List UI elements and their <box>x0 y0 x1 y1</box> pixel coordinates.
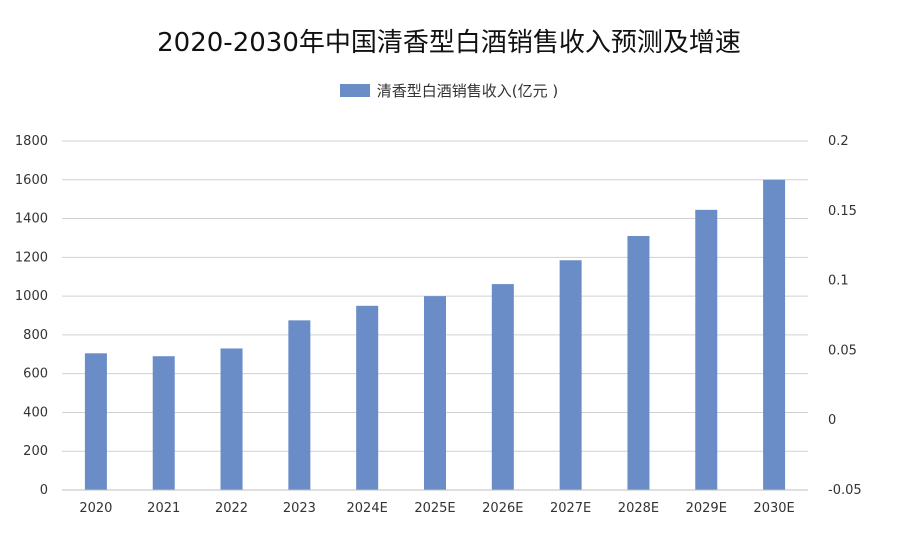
x-tick-label: 2021 <box>147 501 180 516</box>
chart-title: 2020-2030年中国清香型白酒销售收入预测及增速 <box>157 28 741 58</box>
bar-2024E <box>356 305 379 490</box>
x-tick-label: 2030E <box>753 501 794 516</box>
y2-tick-label: 0.1 <box>828 274 849 289</box>
x-tick-label: 2022 <box>215 501 248 516</box>
legend-swatch <box>339 84 370 97</box>
x-tick-label: 2023 <box>283 501 316 516</box>
y2-tick-label: 0.2 <box>828 134 849 149</box>
legend-label: 清香型白酒销售收入(亿元 ) <box>376 82 559 100</box>
bar-2027E <box>559 260 582 490</box>
bar-2021 <box>152 356 175 490</box>
y-tick-label: 1800 <box>15 134 48 149</box>
x-tick-label: 2025E <box>414 501 455 516</box>
bar-2020 <box>84 353 107 490</box>
y-tick-label: 1600 <box>15 173 48 188</box>
y2-tick-label: 0.15 <box>828 204 857 219</box>
y-tick-label: 600 <box>23 367 48 382</box>
x-tick-label: 2020 <box>79 501 112 516</box>
bar-2022 <box>220 348 243 490</box>
y2-tick-label: 0 <box>828 413 836 428</box>
y-tick-label: 1400 <box>15 212 48 227</box>
x-tick-label: 2027E <box>550 501 591 516</box>
legend: 清香型白酒销售收入(亿元 ) <box>0 80 898 101</box>
tick-labels: 0 200 400 600 800 1000 1200 1400 1600 1800 -0.05 0 0… <box>15 134 862 516</box>
y-tick-label: 1000 <box>15 289 48 304</box>
x-tick-label: 2029E <box>686 501 727 516</box>
x-tick-label: 2024E <box>347 501 388 516</box>
y-tick-label: 200 <box>23 444 48 459</box>
y2-tick-label: 0.05 <box>828 343 857 358</box>
bar-2028E <box>627 236 650 490</box>
x-tick-label: 2028E <box>618 501 659 516</box>
x-tick-label: 2026E <box>482 501 523 516</box>
bars <box>84 179 786 490</box>
y-tick-label: 800 <box>23 328 48 343</box>
bar-2029E <box>695 209 718 490</box>
bar-2026E <box>491 284 514 490</box>
y-tick-label: 1200 <box>15 250 48 265</box>
bar-2023 <box>288 320 311 490</box>
y-tick-label: 0 <box>40 483 48 498</box>
bar-2030E <box>763 179 786 490</box>
y-tick-label: 400 <box>23 405 48 420</box>
y2-tick-label: -0.05 <box>828 483 862 498</box>
bar-2025E <box>424 296 446 490</box>
